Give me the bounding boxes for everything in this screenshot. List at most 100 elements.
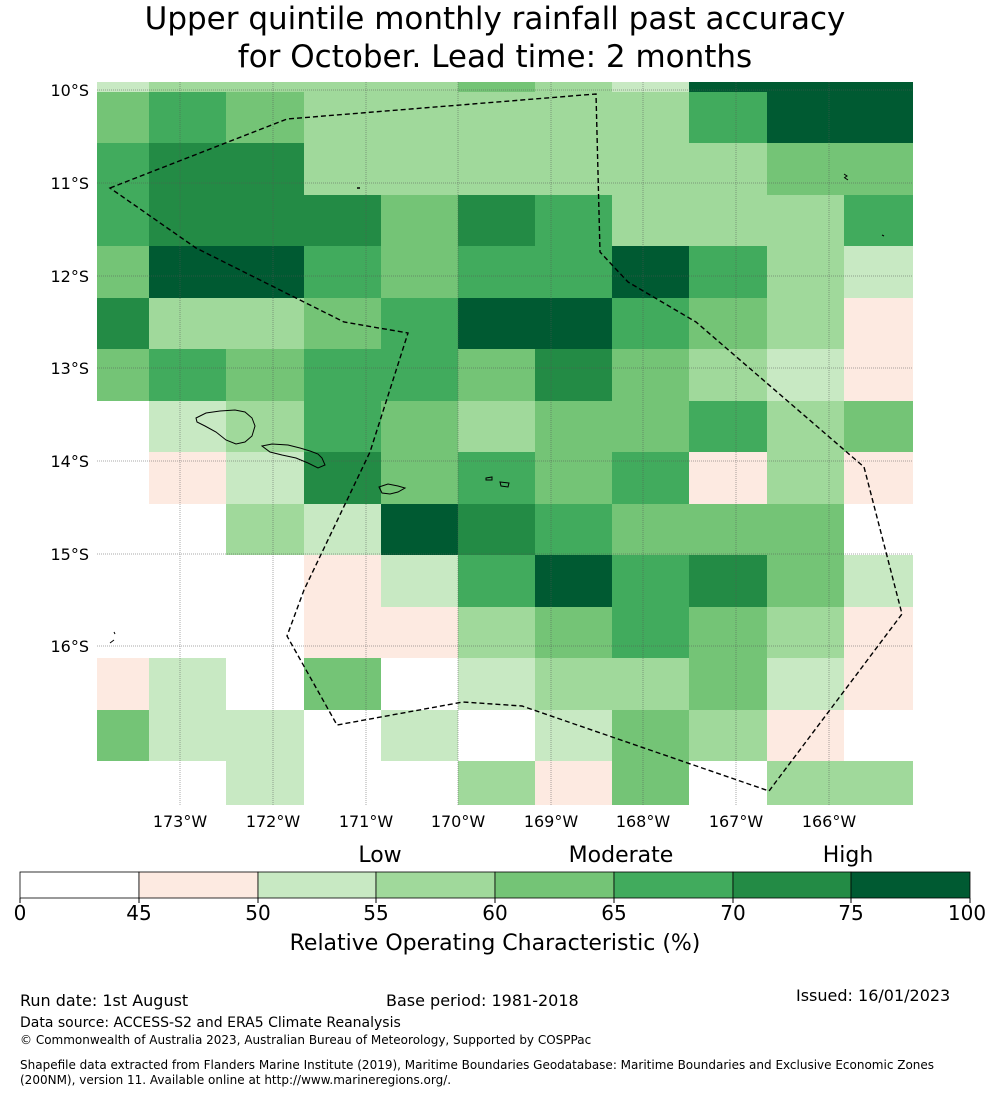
grid-cell bbox=[226, 401, 304, 452]
island-small-1 bbox=[485, 476, 493, 481]
grid-cell bbox=[226, 92, 304, 143]
grid-cell bbox=[304, 658, 381, 710]
grid-cell bbox=[304, 555, 381, 607]
base-period: Base period: 1981-2018 bbox=[386, 991, 579, 1010]
grid-cell bbox=[381, 349, 458, 401]
latitude-label: 14°S bbox=[50, 452, 89, 471]
title-line-1: Upper quintile monthly rainfall past acc… bbox=[144, 1, 846, 37]
latitude-label: 13°S bbox=[50, 359, 89, 378]
longitude-label: 171°W bbox=[339, 812, 394, 831]
grid-cell bbox=[612, 143, 689, 195]
grid-cell bbox=[458, 298, 535, 349]
grid-cell bbox=[844, 195, 913, 246]
island-tutuila bbox=[260, 443, 326, 469]
grid-cell bbox=[844, 298, 913, 349]
grid-cell bbox=[612, 401, 689, 452]
grid-cell bbox=[844, 607, 913, 658]
grid-cell bbox=[381, 92, 458, 143]
grid-cell bbox=[689, 607, 767, 658]
longitude-label: 167°W bbox=[709, 812, 764, 831]
colorbar-category-low: Low bbox=[358, 843, 402, 868]
island-upolu bbox=[195, 409, 256, 445]
grid-cell bbox=[612, 82, 689, 92]
island-outlines bbox=[109, 173, 885, 644]
grid-cell bbox=[226, 298, 304, 349]
grid-cell bbox=[689, 298, 767, 349]
grid-cell bbox=[149, 401, 226, 452]
grid-cell bbox=[535, 710, 612, 761]
shapefile-credit: Shapefile data extracted from Flanders M… bbox=[20, 1058, 935, 1087]
grid-cell bbox=[458, 246, 535, 298]
grid-cell bbox=[458, 143, 535, 195]
longitude-label: 173°W bbox=[153, 812, 208, 831]
grid-cell bbox=[226, 195, 304, 246]
grid-cell bbox=[767, 82, 844, 92]
colorbar-tick: 60 bbox=[482, 901, 508, 925]
grid-cell bbox=[458, 761, 535, 805]
longitude-label: 172°W bbox=[246, 812, 301, 831]
grid-cell bbox=[535, 658, 612, 710]
grid-cell bbox=[844, 555, 913, 607]
grid-cell bbox=[612, 349, 689, 401]
grid-cell bbox=[612, 761, 689, 805]
grid-cell bbox=[844, 761, 913, 805]
colorbar-segment bbox=[494, 871, 615, 899]
grid-cell bbox=[689, 452, 767, 504]
grid-cell bbox=[458, 195, 535, 246]
grid-cell bbox=[458, 504, 535, 555]
island-rose bbox=[109, 631, 116, 644]
grid-cell bbox=[612, 298, 689, 349]
grid-cell bbox=[226, 143, 304, 195]
grid-cell bbox=[149, 246, 226, 298]
grid-cell bbox=[226, 452, 304, 504]
longitude-label: 169°W bbox=[524, 812, 579, 831]
grid-cell bbox=[767, 143, 844, 195]
grid-cell bbox=[844, 452, 913, 504]
eez-boundary bbox=[108, 93, 903, 792]
latitude-label: 15°S bbox=[50, 545, 89, 564]
grid-cell bbox=[767, 195, 844, 246]
graticule bbox=[97, 82, 913, 805]
grid-cell bbox=[612, 607, 689, 658]
grid-cell bbox=[612, 555, 689, 607]
grid-cell bbox=[149, 92, 226, 143]
grid-cell bbox=[381, 246, 458, 298]
grid-cell bbox=[458, 607, 535, 658]
grid-cell bbox=[149, 298, 226, 349]
longitude-label: 168°W bbox=[616, 812, 671, 831]
grid-cell bbox=[689, 349, 767, 401]
grid-cell bbox=[612, 92, 689, 143]
grid-cell bbox=[226, 761, 304, 805]
colorbar-category-high: High bbox=[822, 843, 874, 868]
grid-cell bbox=[767, 298, 844, 349]
grid-cell bbox=[149, 658, 226, 710]
grid-cell bbox=[458, 658, 535, 710]
grid-cell bbox=[767, 349, 844, 401]
grid-cell bbox=[97, 710, 149, 761]
grid-cell bbox=[304, 246, 381, 298]
grid-cell bbox=[767, 246, 844, 298]
title-line-2: for October. Lead time: 2 months bbox=[237, 39, 753, 75]
grid-cell bbox=[535, 82, 612, 92]
grid-cell bbox=[97, 298, 149, 349]
grid-cell bbox=[844, 143, 913, 195]
grid-cell bbox=[689, 658, 767, 710]
grid-cell bbox=[304, 298, 381, 349]
grid-cell bbox=[97, 658, 149, 710]
grid-cell bbox=[97, 82, 149, 92]
island-small-2 bbox=[499, 481, 510, 488]
grid-cell bbox=[226, 710, 304, 761]
grid-cell bbox=[97, 349, 149, 401]
grid-cell bbox=[226, 349, 304, 401]
grid-cell bbox=[97, 92, 149, 143]
grid-cell bbox=[149, 82, 226, 92]
grid-cell bbox=[458, 82, 535, 92]
colorbar-tick: 75 bbox=[838, 901, 864, 925]
colorbar-axis-label: Relative Operating Characteristic (%) bbox=[289, 931, 701, 956]
colorbar-tick: 70 bbox=[720, 901, 746, 925]
longitude-label: 170°W bbox=[431, 812, 486, 831]
grid-cell bbox=[304, 82, 381, 92]
grid-cell bbox=[304, 607, 381, 658]
grid-cell bbox=[612, 658, 689, 710]
colorbar-tick: 0 bbox=[13, 901, 27, 925]
